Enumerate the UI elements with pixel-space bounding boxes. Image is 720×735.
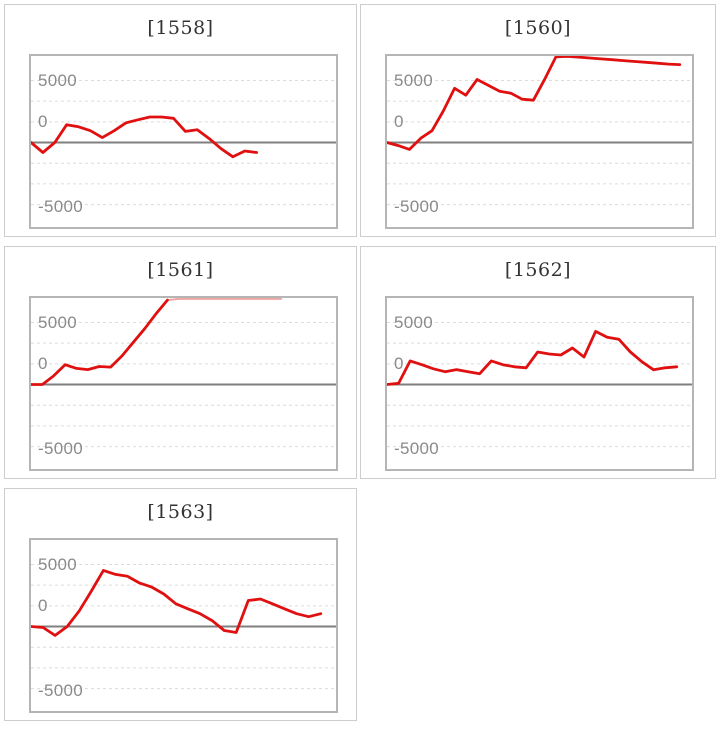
chart-panel-1558: [1558] 5000 0 -5000 [4, 4, 357, 237]
plot-area: 5000 0 -5000 [29, 54, 338, 229]
plot-area: 5000 0 -5000 [385, 54, 694, 229]
line-chart-1561 [31, 298, 336, 448]
chart-title: [1560] [504, 17, 572, 39]
y-axis-label-neg5000: -5000 [394, 439, 439, 458]
chart-panel-1560: [1560] 5000 0 -5000 [360, 4, 716, 237]
y-axis-label-5000: 5000 [394, 313, 434, 332]
chart-title: [1562] [504, 259, 572, 281]
line-chart-1562 [387, 321, 692, 448]
y-axis-label-neg5000: -5000 [38, 439, 83, 458]
y-axis-label-0: 0 [38, 112, 48, 131]
y-axis-label-0: 0 [394, 354, 404, 373]
line-chart-1560 [387, 56, 692, 206]
plot-area: 5000 0 -5000 [29, 538, 338, 713]
y-axis-label-neg5000: -5000 [38, 681, 83, 700]
y-axis-label-5000: 5000 [394, 71, 434, 90]
y-axis-label-0: 0 [38, 354, 48, 373]
y-axis-label-5000: 5000 [38, 71, 78, 90]
y-axis-label-5000: 5000 [38, 313, 78, 332]
y-axis-label-neg5000: -5000 [38, 197, 83, 216]
y-axis-label-neg5000: -5000 [394, 197, 439, 216]
plot-area: 5000 0 -5000 [29, 296, 338, 471]
chart-title: [1561] [147, 259, 214, 281]
chart-title: [1563] [147, 501, 214, 523]
chart-panel-1562: [1562] 5000 0 -5000 [360, 246, 716, 479]
line-chart-1563 [31, 563, 336, 690]
y-axis-label-5000: 5000 [38, 555, 78, 574]
chart-panel-1561: [1561] 5000 0 -5000 [4, 246, 357, 479]
y-axis-label-0: 0 [38, 596, 48, 615]
line-chart-1558 [31, 79, 336, 206]
chart-panel-1563: [1563] 5000 0 -5000 [4, 488, 357, 721]
chart-title: [1558] [147, 17, 214, 39]
plot-area: 5000 0 -5000 [385, 296, 694, 471]
y-axis-label-0: 0 [394, 112, 404, 131]
